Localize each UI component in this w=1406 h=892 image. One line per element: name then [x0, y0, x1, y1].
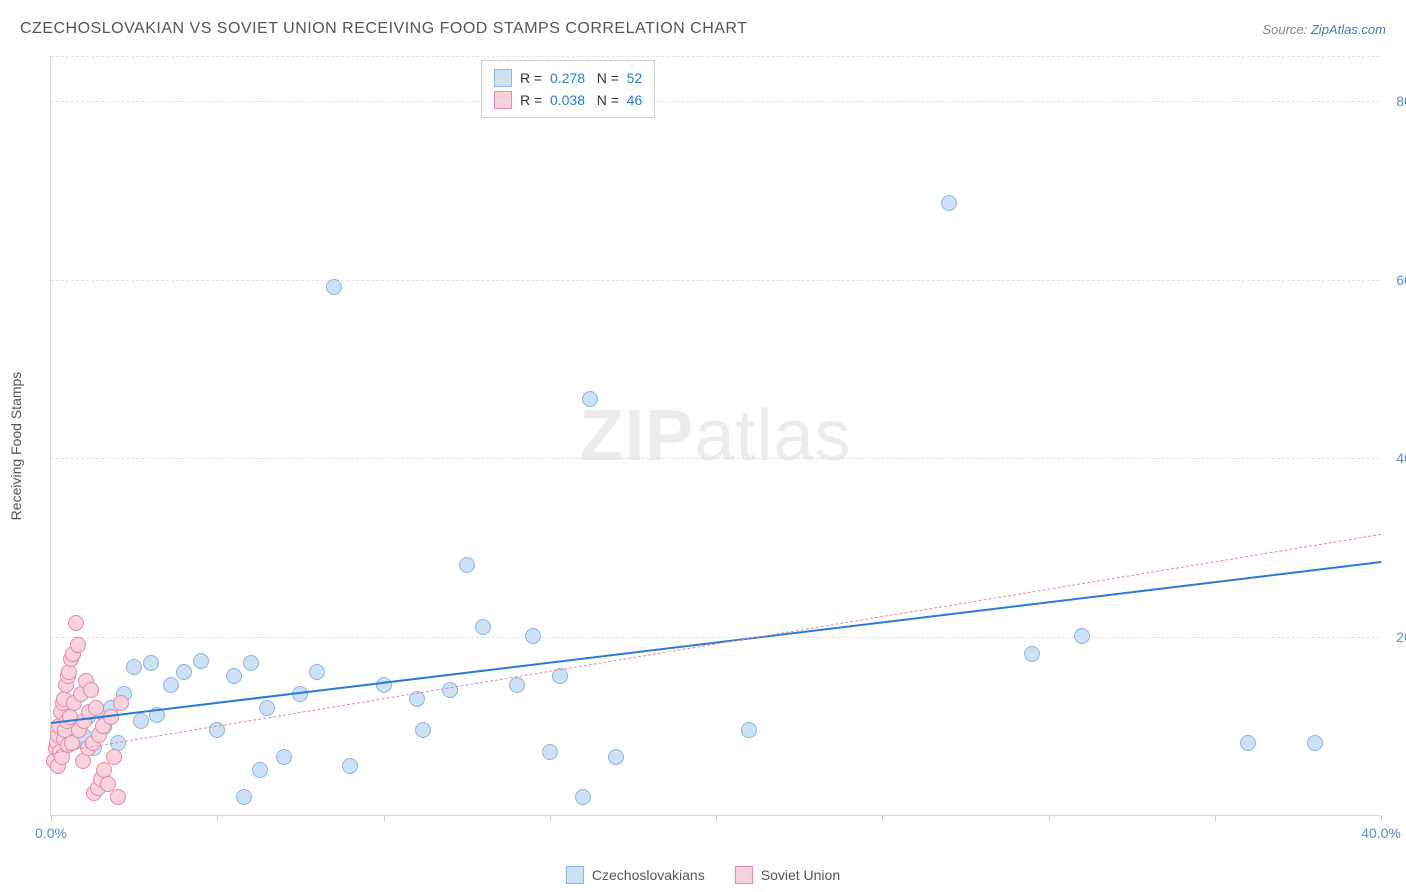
gridline-h [51, 101, 1380, 102]
scatter-marker-czech [509, 677, 525, 693]
watermark: ZIPatlas [579, 395, 851, 477]
x-tick-mark [716, 815, 717, 821]
scatter-marker-czech [442, 682, 458, 698]
scatter-marker-soviet [70, 637, 86, 653]
legend-label-soviet: Soviet Union [761, 867, 840, 883]
x-tick-mark [550, 815, 551, 821]
scatter-marker-czech [542, 744, 558, 760]
y-tick-label: 60.0% [1396, 272, 1406, 288]
x-tick-mark [51, 815, 52, 821]
y-tick-label: 40.0% [1396, 450, 1406, 466]
scatter-plot-area: ZIPatlas 20.0%40.0%60.0%80.0%0.0%40.0%R … [50, 56, 1380, 816]
scatter-marker-czech [236, 789, 252, 805]
scatter-marker-czech [741, 722, 757, 738]
x-tick-mark [1215, 815, 1216, 821]
scatter-marker-czech [133, 713, 149, 729]
scatter-marker-czech [163, 677, 179, 693]
scatter-marker-czech [1240, 735, 1256, 751]
legend-swatch-czech [494, 69, 512, 87]
stats-row-soviet: R = 0.038 N = 46 [494, 89, 642, 111]
gridline-h [51, 280, 1380, 281]
scatter-marker-soviet [88, 700, 104, 716]
legend-swatch-soviet [735, 866, 753, 884]
x-tick-mark [217, 815, 218, 821]
watermark-light: atlas [694, 396, 851, 476]
scatter-marker-czech [459, 557, 475, 573]
scatter-marker-czech [1024, 646, 1040, 662]
scatter-marker-czech [326, 279, 342, 295]
chart-title: CZECHOSLOVAKIAN VS SOVIET UNION RECEIVIN… [20, 20, 747, 38]
legend-swatch-czech [566, 866, 584, 884]
scatter-marker-soviet [110, 789, 126, 805]
watermark-bold: ZIP [579, 396, 694, 476]
legend-item-czech: Czechoslovakians [566, 866, 705, 884]
scatter-marker-czech [143, 655, 159, 671]
scatter-marker-czech [415, 722, 431, 738]
stats-legend: R = 0.278 N = 52 R = 0.038 N = 46 [481, 60, 655, 118]
scatter-marker-czech [376, 677, 392, 693]
legend-item-soviet: Soviet Union [735, 866, 840, 884]
scatter-marker-czech [226, 668, 242, 684]
scatter-marker-soviet [113, 695, 129, 711]
x-tick-mark [384, 815, 385, 821]
scatter-marker-czech [259, 700, 275, 716]
legend-label-czech: Czechoslovakians [592, 867, 705, 883]
x-tick-label: 0.0% [35, 825, 67, 841]
scatter-marker-czech [608, 749, 624, 765]
scatter-marker-czech [276, 749, 292, 765]
y-axis-label: Receiving Food Stamps [8, 372, 24, 521]
x-tick-mark [1049, 815, 1050, 821]
scatter-marker-soviet [83, 682, 99, 698]
gridline-h [51, 458, 1380, 459]
scatter-marker-czech [309, 664, 325, 680]
scatter-marker-soviet [68, 615, 84, 631]
scatter-marker-czech [582, 391, 598, 407]
scatter-marker-czech [475, 619, 491, 635]
scatter-marker-czech [575, 789, 591, 805]
source-attribution: Source: ZipAtlas.com [1262, 22, 1386, 37]
series-legend: Czechoslovakians Soviet Union [566, 866, 840, 884]
stats-row-czech: R = 0.278 N = 52 [494, 67, 642, 89]
stat-r-text: R = 0.278 N = 52 [520, 70, 642, 86]
scatter-marker-czech [176, 664, 192, 680]
x-tick-label: 40.0% [1361, 825, 1401, 841]
gridline-h [51, 56, 1380, 57]
source-prefix: Source: [1262, 22, 1310, 37]
x-tick-mark [1381, 815, 1382, 821]
title-bar: CZECHOSLOVAKIAN VS SOVIET UNION RECEIVIN… [20, 20, 1386, 38]
gridline-h [51, 637, 1380, 638]
scatter-marker-czech [243, 655, 259, 671]
source-link[interactable]: ZipAtlas.com [1311, 22, 1386, 37]
scatter-marker-czech [252, 762, 268, 778]
x-tick-mark [882, 815, 883, 821]
scatter-marker-czech [126, 659, 142, 675]
stat-r-text: R = 0.038 N = 46 [520, 92, 642, 108]
scatter-marker-soviet [106, 749, 122, 765]
scatter-marker-czech [193, 653, 209, 669]
y-tick-label: 20.0% [1396, 629, 1406, 645]
scatter-marker-czech [1074, 628, 1090, 644]
y-tick-label: 80.0% [1396, 93, 1406, 109]
scatter-marker-czech [525, 628, 541, 644]
scatter-marker-czech [1307, 735, 1323, 751]
legend-swatch-soviet [494, 91, 512, 109]
scatter-marker-czech [941, 195, 957, 211]
scatter-marker-czech [342, 758, 358, 774]
trend-line [51, 534, 1381, 754]
